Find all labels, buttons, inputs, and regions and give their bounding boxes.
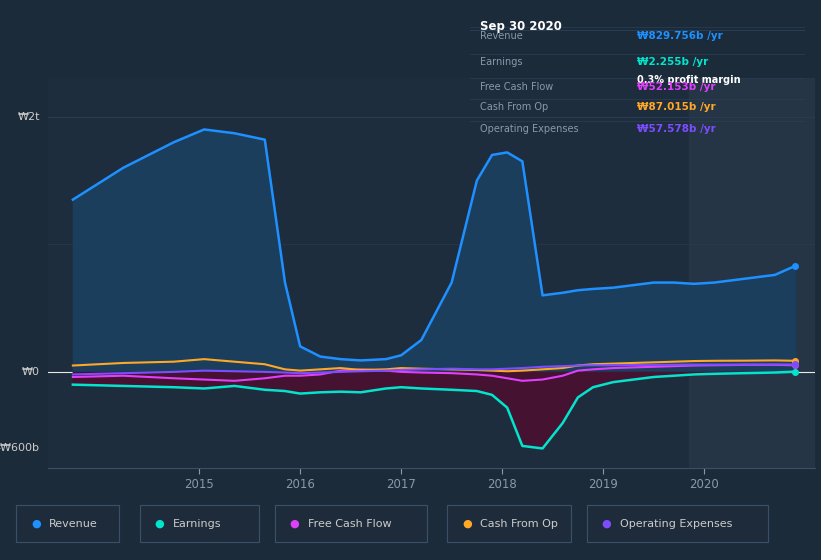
Text: Cash From Op: Cash From Op — [480, 102, 548, 113]
Text: ₩829.756b /yr: ₩829.756b /yr — [637, 31, 722, 41]
Text: Earnings: Earnings — [172, 519, 221, 529]
Text: Free Cash Flow: Free Cash Flow — [308, 519, 392, 529]
Text: ●: ● — [462, 519, 472, 529]
Text: Sep 30 2020: Sep 30 2020 — [480, 20, 562, 33]
Text: ●: ● — [31, 519, 41, 529]
Text: ●: ● — [602, 519, 612, 529]
Text: Earnings: Earnings — [480, 57, 522, 67]
Text: 0.3% profit margin: 0.3% profit margin — [637, 74, 741, 85]
Bar — [689, 78, 815, 468]
Text: ₩52.153b /yr: ₩52.153b /yr — [637, 82, 715, 92]
Text: Cash From Op: Cash From Op — [480, 519, 558, 529]
Text: Operating Expenses: Operating Expenses — [480, 124, 579, 134]
Text: ₩87.015b /yr: ₩87.015b /yr — [637, 102, 715, 113]
Text: -₩600b: -₩600b — [0, 444, 40, 454]
Text: Free Cash Flow: Free Cash Flow — [480, 82, 553, 92]
Text: ₩2.255b /yr: ₩2.255b /yr — [637, 57, 708, 67]
Text: ₩0: ₩0 — [22, 367, 40, 377]
Text: Operating Expenses: Operating Expenses — [620, 519, 732, 529]
Text: ●: ● — [154, 519, 164, 529]
Text: ●: ● — [290, 519, 300, 529]
Text: Revenue: Revenue — [480, 31, 523, 41]
Text: ₩57.578b /yr: ₩57.578b /yr — [637, 124, 715, 134]
Text: Revenue: Revenue — [49, 519, 98, 529]
Text: ₩2t: ₩2t — [17, 111, 40, 122]
